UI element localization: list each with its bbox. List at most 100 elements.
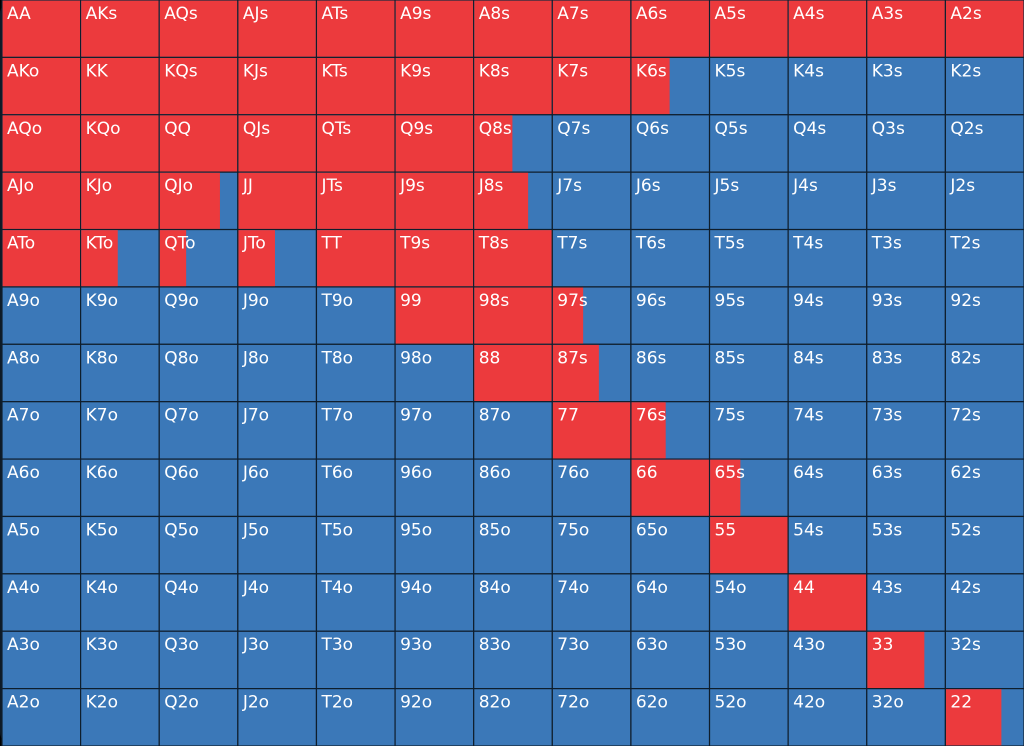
hand-label: ATo (7, 234, 35, 254)
hand-label: 83s (872, 348, 903, 368)
cell-fold (315, 401, 396, 460)
cell-raise (631, 57, 670, 115)
cell-fold (630, 343, 711, 403)
hand-label: QQ (164, 119, 191, 139)
cell-raise (159, 230, 187, 287)
cell-raise (552, 0, 631, 57)
hand-label: Q8o (164, 348, 199, 368)
hand-label: Q9s (400, 119, 433, 139)
cell-fold (944, 171, 1024, 231)
hand-label: J6s (635, 176, 661, 196)
cell-fold (394, 630, 475, 690)
cell-fold (866, 573, 946, 632)
hand-label: 97s (557, 291, 588, 311)
hand-label: A4o (7, 578, 40, 598)
hand-label: 87o (479, 406, 511, 426)
hand-label: 72o (557, 693, 589, 713)
hand-label: T6o (320, 463, 353, 483)
cell-fold (80, 630, 160, 690)
cell-fold (944, 114, 1024, 173)
hand-label: 82s (950, 348, 981, 368)
hand-label: K5s (715, 61, 746, 81)
hand-label: QJo (164, 176, 193, 196)
hand-label: KQs (164, 61, 198, 81)
hand-label: 93o (400, 635, 432, 655)
hand-label: 92s (950, 291, 981, 311)
hand-label: A7o (7, 406, 40, 426)
cell-fold (315, 286, 396, 345)
hand-label: 54s (793, 520, 824, 540)
cell-raise (945, 689, 1002, 746)
cell-raise (867, 0, 945, 57)
hand-label: 87s (557, 348, 588, 368)
cell-fold (866, 171, 946, 231)
hand-label: ATs (321, 4, 348, 24)
hand-label: Q2s (950, 119, 983, 139)
cell-fold (787, 114, 868, 173)
cell-raise (552, 57, 631, 115)
hand-label: 92o (400, 693, 432, 713)
hand-label: T7o (320, 406, 353, 426)
hand-label: K9s (400, 61, 431, 81)
cell-raise (395, 172, 474, 229)
hand-label: A6s (636, 4, 667, 24)
cell-raise (2, 172, 81, 229)
cell-fold (630, 573, 711, 632)
hand-label: A5o (7, 520, 40, 540)
hand-label: Q5s (715, 119, 748, 139)
hand-label: A2o (7, 693, 40, 713)
hand-label: K2s (950, 61, 981, 81)
cell-fold (315, 343, 396, 403)
cell-fold (1, 458, 82, 518)
cell-raise (238, 0, 316, 57)
hand-label: 84o (479, 578, 511, 598)
cell-raise (474, 115, 513, 172)
hand-label: 96s (636, 291, 667, 311)
hand-label: 86o (479, 463, 511, 483)
hand-label: JTo (242, 234, 266, 254)
cell-fold (237, 573, 318, 632)
hand-label: J8o (242, 348, 269, 368)
cell-fold (1, 688, 82, 746)
cell-raise (81, 0, 159, 57)
hand-label: A2s (950, 4, 981, 24)
cell-fold (630, 286, 711, 345)
hand-label: Q2o (164, 693, 199, 713)
cell-raise (474, 57, 552, 115)
cell-fold (1, 286, 82, 345)
cell-raise (81, 115, 159, 172)
hand-label: AA (7, 4, 31, 24)
cell-raise (238, 172, 316, 229)
cell-fold (708, 228, 789, 288)
hand-label: Q4s (793, 119, 826, 139)
hand-label: 93s (872, 291, 903, 311)
hand-label: T5o (320, 520, 353, 540)
hand-label: 43s (872, 578, 903, 598)
cell-raise (945, 0, 1024, 57)
cell-fold (787, 688, 868, 746)
hand-label: 98o (400, 348, 432, 368)
cell-fold (158, 286, 239, 345)
cell-fold (158, 515, 239, 575)
hand-label: 44 (793, 578, 815, 598)
cell-fold (394, 573, 475, 632)
hand-label: K4s (793, 61, 824, 81)
cell-raise (238, 115, 316, 172)
cell-raise (2, 0, 81, 57)
cell-raise (2, 57, 81, 115)
cell-fold (787, 401, 868, 460)
cell-fold (866, 114, 946, 173)
cell-raise (81, 230, 118, 287)
hand-label: J6o (242, 463, 269, 483)
cell-fold (944, 286, 1024, 345)
hand-label: 55 (715, 520, 737, 540)
cell-fold (866, 515, 946, 575)
hand-label: J3o (242, 635, 269, 655)
cell-fold (866, 458, 946, 518)
hand-label: J4s (792, 176, 818, 196)
hand-label: 63s (872, 463, 903, 483)
cell-fold (1, 401, 82, 460)
cell-fold (551, 630, 632, 690)
cell-raise (710, 0, 788, 57)
